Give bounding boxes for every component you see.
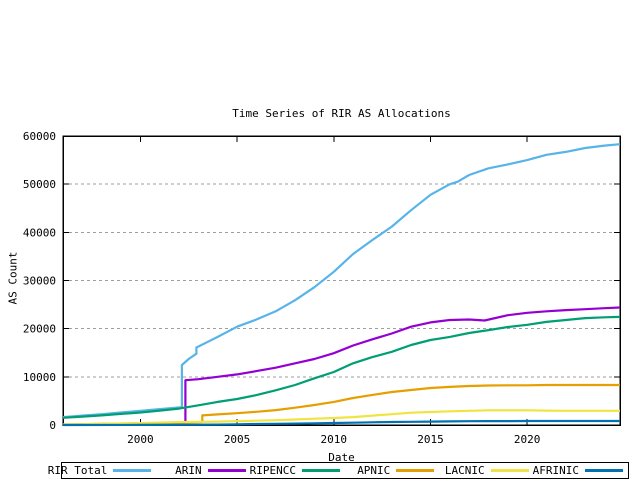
legend-line-swatch [113,469,152,472]
legend-item-lacnic: LACNIC [439,464,533,477]
series-line-apnic [62,383,620,426]
legend-item-rir-total: RIR Total [48,464,156,477]
series-line-lacnic [62,409,620,426]
legend-item-arin: ARIN [156,464,250,477]
y-tick-label: 50000 [23,178,56,191]
y-tick-label: 10000 [23,371,56,384]
legend-item-afrinic: AFRINIC [532,464,628,477]
x-tick-label: 2000 [127,433,154,446]
y-tick-label: 60000 [23,130,56,143]
legend-label: APNIC [357,464,391,477]
x-tick-label: 2010 [321,433,348,446]
series-line-afrinic [62,419,620,427]
series-line-ripencc [62,315,621,419]
legend-label: ARIN [175,464,202,477]
y-tick-label: 40000 [23,226,56,239]
legend-label: RIPENCC [249,464,296,477]
x-tick-label: 2020 [514,433,541,446]
y-tick-label: 20000 [23,323,56,336]
y-tick-label: 30000 [23,275,56,288]
y-tick-label: 0 [49,419,56,432]
legend-label: AFRINIC [532,464,579,477]
legend: RIR Total ARIN RIPENCC APNIC LACNIC AFRI… [48,462,629,479]
legend-line-swatch [490,469,529,472]
legend-line-swatch [301,469,340,472]
legend-item-apnic: APNIC [345,464,439,477]
legend-item-ripencc: RIPENCC [249,464,345,477]
x-tick-label: 2005 [224,433,251,446]
series-line-arin [62,306,621,426]
chart-title: Time Series of RIR AS Allocations [232,107,451,120]
x-axis-label: Date [328,451,355,464]
legend-label: LACNIC [444,464,485,477]
series-line-rir-total [62,143,621,419]
legend-label: RIR Total [47,464,108,477]
x-tick-label: 2015 [417,433,444,446]
legend-line-swatch [396,469,435,472]
legend-line-swatch [584,469,623,472]
legend-line-swatch [207,469,246,472]
